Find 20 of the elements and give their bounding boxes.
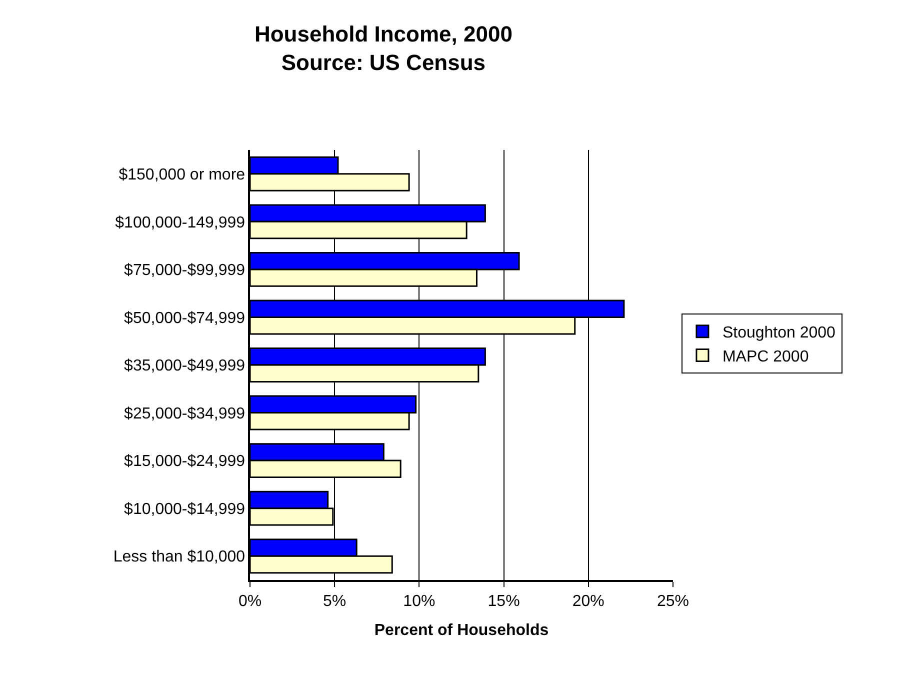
y-tick-label: Less than $10,000 bbox=[113, 548, 246, 566]
x-axis-title: Percent of Households bbox=[374, 622, 549, 640]
y-tick-label: $100,000-149,999 bbox=[115, 214, 246, 232]
x-tick-label: 10% bbox=[403, 592, 436, 610]
chart-title: Household Income, 2000 bbox=[254, 21, 512, 46]
y-tick-label: $75,000-$99,999 bbox=[124, 262, 246, 280]
x-tick-label: 0% bbox=[238, 592, 262, 610]
y-tick-label: $10,000-$14,999 bbox=[124, 500, 246, 518]
x-tick-label: 25% bbox=[656, 592, 690, 610]
y-tick-label: $15,000-$24,999 bbox=[124, 453, 246, 470]
legend-label: MAPC 2000 bbox=[722, 348, 809, 366]
y-tick-label: $35,000-$49,999 bbox=[124, 358, 246, 375]
legend-label: Stoughton 2000 bbox=[722, 324, 836, 342]
x-tick-label: 15% bbox=[488, 592, 520, 610]
chart-subtitle: Source: US Census bbox=[281, 50, 486, 75]
y-tick-label: $150,000 or more bbox=[118, 166, 246, 184]
y-tick-label: $50,000-$74,999 bbox=[124, 310, 246, 327]
x-tick-label: 20% bbox=[572, 592, 604, 610]
x-tick-label: 5% bbox=[323, 592, 346, 610]
y-tick-label: $25,000-$34,999 bbox=[124, 405, 246, 422]
